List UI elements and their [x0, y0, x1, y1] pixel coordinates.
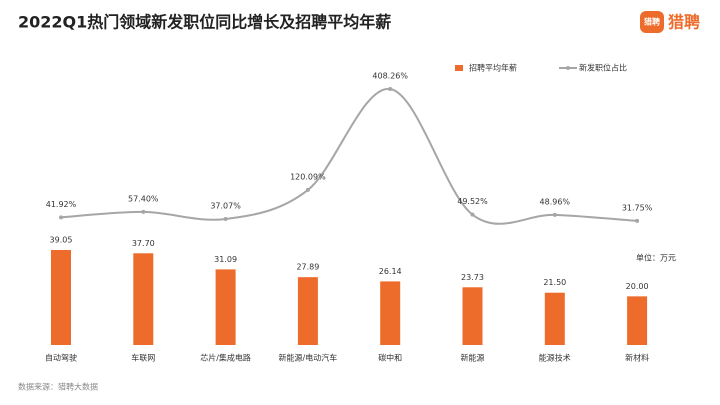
bar	[544, 292, 565, 345]
logo-icon-text: 猎聘	[643, 17, 660, 27]
x-tick-label: 新能源/电动汽车	[279, 353, 338, 363]
logo-text: 猎聘	[668, 13, 700, 32]
unit-note: 单位：万元	[636, 253, 676, 263]
legend-swatch	[455, 65, 463, 71]
bar-value-label: 20.00	[626, 282, 649, 291]
bar	[133, 253, 154, 345]
line-value-label: 49.52%	[457, 197, 488, 206]
line-point	[388, 87, 393, 91]
bar	[627, 296, 648, 345]
bar-value-label: 23.73	[461, 273, 484, 282]
line-point	[223, 217, 228, 222]
line-point	[470, 212, 475, 217]
bar	[297, 277, 318, 345]
bar	[51, 250, 71, 345]
line-point	[59, 215, 63, 220]
legend-label: 新发职位占比	[579, 63, 627, 73]
line-value-label: 120.09%	[290, 172, 326, 181]
line-point	[635, 218, 640, 223]
bar-value-label: 26.14	[379, 267, 402, 276]
line-value-label: 57.40%	[128, 194, 159, 203]
legend-label: 招聘平均年薪	[469, 63, 517, 73]
line-value-label: 41.92%	[46, 200, 77, 209]
line-value-label: 408.26%	[372, 72, 408, 81]
x-tick-label: 新能源	[461, 353, 485, 363]
logo-icon	[640, 11, 664, 33]
bar	[215, 269, 236, 345]
line-point	[141, 209, 146, 214]
line	[60, 87, 638, 225]
line-point	[305, 187, 310, 192]
bar-value-label: 27.89	[296, 263, 319, 272]
bar-value-label: 31.09	[214, 255, 237, 264]
bar	[462, 287, 483, 345]
x-tick-label: 自动驾驶	[45, 353, 77, 363]
x-tick-label: 碳中和	[378, 353, 402, 363]
line-value-label: 31.75%	[622, 203, 653, 212]
bar-value-label: 21.50	[543, 278, 566, 287]
line-point	[552, 212, 557, 217]
x-tick-label: 芯片/集成电路	[200, 353, 251, 363]
source: 数据来源：猎聘大数据	[18, 382, 98, 392]
bar-value-label: 37.70	[132, 239, 155, 248]
legend-swatch-dot	[566, 66, 570, 70]
x-tick-label: 车联网	[131, 353, 155, 363]
bar	[380, 281, 401, 345]
bar-value-label: 39.05	[50, 236, 73, 245]
x-tick-label: 能源技术	[539, 353, 571, 363]
x-tick-label: 新材料	[625, 353, 649, 363]
chart-title: 2022Q1热门领域新发职位同比增长及招聘平均年薪	[18, 13, 391, 32]
line-value-label: 48.96%	[540, 197, 571, 206]
line-value-label: 37.07%	[210, 202, 241, 211]
